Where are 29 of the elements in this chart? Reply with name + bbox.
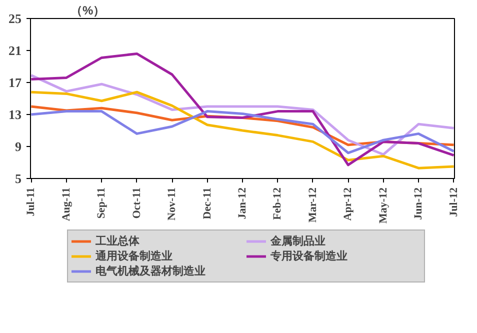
x-tick-label: May-12 <box>377 187 390 224</box>
y-tick-label: 21 <box>8 43 22 58</box>
legend-label: 金属制品业 <box>270 234 326 248</box>
x-tick-label: Jul-11 <box>25 187 38 216</box>
y-tick-label: 9 <box>15 139 22 154</box>
x-tick-label: Nov-11 <box>166 188 178 220</box>
line-series <box>30 110 454 154</box>
x-tick-label: Apr-12 <box>342 187 354 221</box>
x-tick-label: Mar-12 <box>306 187 319 223</box>
x-tick-label: Sep-11 <box>96 187 108 219</box>
line-series <box>30 90 454 170</box>
y-tick-label: 5 <box>15 171 22 186</box>
x-tick-label: Jun-12 <box>412 187 425 220</box>
legend-label: 通用设备制造业 <box>96 249 174 264</box>
x-tick-label: Jul-12 <box>448 187 460 217</box>
y-tick-label: 17 <box>8 75 22 90</box>
x-tick-label: Jan-12 <box>236 187 248 220</box>
legend-label: 专用设备制造业 <box>270 249 348 264</box>
y-tick-label: 25 <box>8 11 22 26</box>
x-tick-label: Oct-11 <box>130 187 143 219</box>
line-series <box>30 74 454 156</box>
x-tick-label: Aug-11 <box>60 187 72 222</box>
x-tick-label: Feb-12 <box>272 187 284 220</box>
line-series <box>30 52 454 166</box>
y-tick-label: 13 <box>8 107 22 122</box>
legend-label: 电气机械及器材制造业 <box>96 264 206 278</box>
x-tick-label: Dec-11 <box>201 188 214 220</box>
y-axis-title: （%） <box>70 4 106 18</box>
legend-label: 工业总体 <box>96 234 140 248</box>
